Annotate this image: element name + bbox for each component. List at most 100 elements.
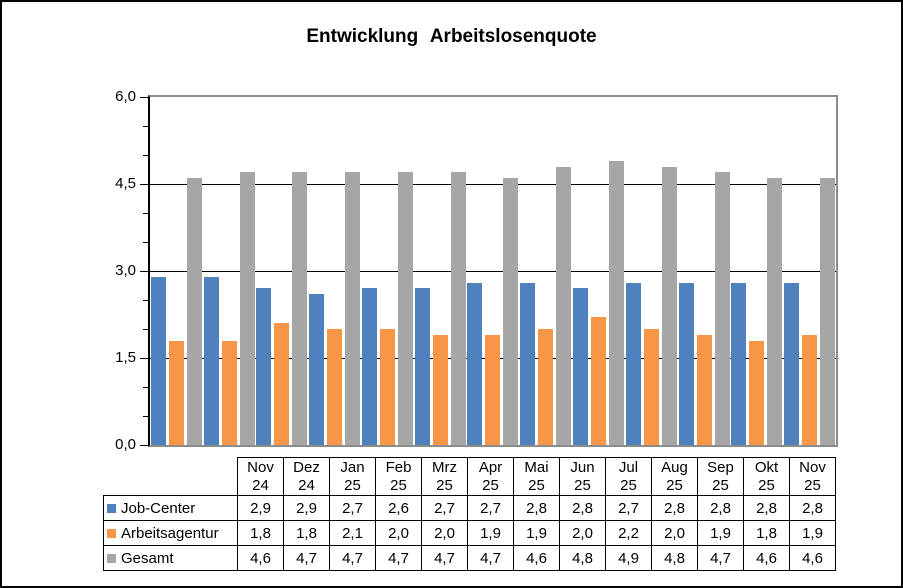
- value-cell: 1,8: [743, 520, 790, 546]
- value-cell: 2,0: [375, 520, 422, 546]
- bar-job-center: [256, 288, 272, 445]
- value-cell: 4,7: [697, 545, 744, 571]
- bar-group-feb-25: [308, 97, 361, 445]
- bar-arbeitsagentur: [327, 329, 343, 445]
- value-cell: 4,6: [789, 545, 836, 571]
- bar-arbeitsagentur: [538, 329, 554, 445]
- bar-group-jan-25: [256, 97, 309, 445]
- legend-swatch-job-center: [107, 503, 116, 513]
- table-header-row: Nov 24 Dez 24 Jan 25 Feb 25 Mrz 25 Apr 25 Mai 25 Jun 25…: [104, 457, 836, 496]
- value-cell: 2,7: [605, 495, 652, 521]
- year-label: 25: [712, 476, 729, 494]
- month-header-cell: Nov 25: [789, 457, 836, 496]
- value-cell: 2,0: [651, 520, 698, 546]
- bar-gesamt: [450, 172, 466, 445]
- y-axis-label: 1,5: [115, 349, 136, 366]
- y-axis-minor-tick: [143, 241, 148, 243]
- table-corner-cell: [104, 458, 238, 496]
- y-axis-minor-tick: [143, 299, 148, 301]
- series-name: Arbeitsagentur: [121, 524, 219, 542]
- year-label: 25: [344, 476, 361, 494]
- series-label: Job-Center: [104, 496, 237, 520]
- month-header-cell: Mai 25: [513, 457, 560, 496]
- value-cell: 2,7: [421, 495, 468, 521]
- bar-gesamt: [503, 178, 519, 445]
- year-label: 25: [804, 476, 821, 494]
- month-label: Feb: [385, 458, 412, 476]
- value-cell: 4,7: [467, 545, 514, 571]
- bars-layer: [150, 97, 836, 445]
- table-row-gesamt: Gesamt 4,6 4,7 4,7 4,7 4,7 4,7 4,6 4,8 4,9 4,8 4,7 4…: [103, 545, 836, 571]
- bar-gesamt: [767, 178, 783, 445]
- value-cell: 4,8: [651, 545, 698, 571]
- bar-arbeitsagentur: [591, 317, 606, 445]
- value-cell: 2,8: [559, 495, 606, 521]
- value-cell: 2,0: [421, 520, 468, 546]
- month-header-cell: Jan 25: [329, 457, 376, 496]
- bar-gesamt: [556, 166, 572, 445]
- bar-arbeitsagentur: [643, 329, 659, 445]
- month-header-cell: Aug 25: [651, 457, 698, 496]
- y-axis-major-tick: [140, 270, 148, 272]
- bar-arbeitsagentur: [221, 340, 237, 445]
- month-header-cell: Feb 25: [375, 457, 422, 496]
- bar-gesamt: [239, 172, 255, 445]
- bar-group-nov-25: [783, 97, 836, 445]
- y-axis-label: 0,0: [115, 436, 136, 453]
- value-cell: 2,6: [375, 495, 422, 521]
- bar-arbeitsagentur: [749, 340, 765, 445]
- bar-gesamt: [714, 172, 730, 445]
- bar-arbeitsagentur: [274, 323, 290, 445]
- value-cell: 1,9: [789, 520, 836, 546]
- value-cell: 4,6: [513, 545, 560, 571]
- bar-group-sep-25: [678, 97, 731, 445]
- gridline: [150, 183, 836, 185]
- value-cell: 2,7: [329, 495, 376, 521]
- value-cell: 2,9: [237, 495, 284, 521]
- bar-gesamt: [345, 172, 361, 445]
- month-label: Nov: [247, 458, 274, 476]
- value-cell: 2,1: [329, 520, 376, 546]
- year-label: 25: [528, 476, 545, 494]
- bar-group-jul-25: [572, 97, 625, 445]
- bar-group-jun-25: [519, 97, 572, 445]
- month-label: Okt: [754, 458, 779, 476]
- month-header-cell: Mrz 25: [421, 457, 468, 496]
- y-axis-label: 6,0: [115, 88, 136, 105]
- bar-job-center: [731, 282, 747, 445]
- month-label: Apr: [478, 458, 503, 476]
- bar-job-center: [678, 282, 694, 445]
- month-header-cell: Dez 24: [283, 457, 330, 496]
- bar-gesamt: [661, 166, 677, 445]
- value-cell: 1,9: [467, 520, 514, 546]
- value-cell: 2,9: [283, 495, 330, 521]
- year-label: 25: [620, 476, 637, 494]
- y-axis-minor-tick: [143, 125, 148, 127]
- bar-arbeitsagentur: [432, 334, 448, 445]
- month-label: Nov: [799, 458, 826, 476]
- bar-group-mai-25: [467, 97, 520, 445]
- bar-job-center: [520, 282, 536, 445]
- bar-group-apr-25: [414, 97, 467, 445]
- y-axis-major-tick: [140, 357, 148, 359]
- value-cell: 2,0: [559, 520, 606, 546]
- bar-arbeitsagentur: [379, 329, 395, 445]
- year-label: 25: [482, 476, 499, 494]
- bar-job-center: [625, 282, 641, 445]
- value-cell: 1,8: [283, 520, 330, 546]
- legend-swatch-arbeitsagentur: [107, 528, 116, 538]
- value-cell: 4,7: [329, 545, 376, 571]
- bar-gesamt: [186, 178, 202, 445]
- y-axis-minor-tick: [143, 386, 148, 388]
- month-label: Jul: [618, 458, 639, 476]
- table-row-arbeitsagentur: Arbeitsagentur 1,8 1,8 2,1 2,0 2,0 1,9 1,9 2,0 2,…: [103, 520, 836, 546]
- bar-gesamt: [292, 172, 308, 445]
- value-cell: 2,8: [651, 495, 698, 521]
- y-axis-minor-tick: [143, 154, 148, 156]
- bar-arbeitsagentur: [696, 334, 712, 445]
- month-label: Jan: [340, 458, 365, 476]
- y-axis-minor-tick: [143, 328, 148, 330]
- month-header-cell: Apr 25: [467, 457, 514, 496]
- value-cell: 4,7: [421, 545, 468, 571]
- month-header-cell: Sep 25: [697, 457, 744, 496]
